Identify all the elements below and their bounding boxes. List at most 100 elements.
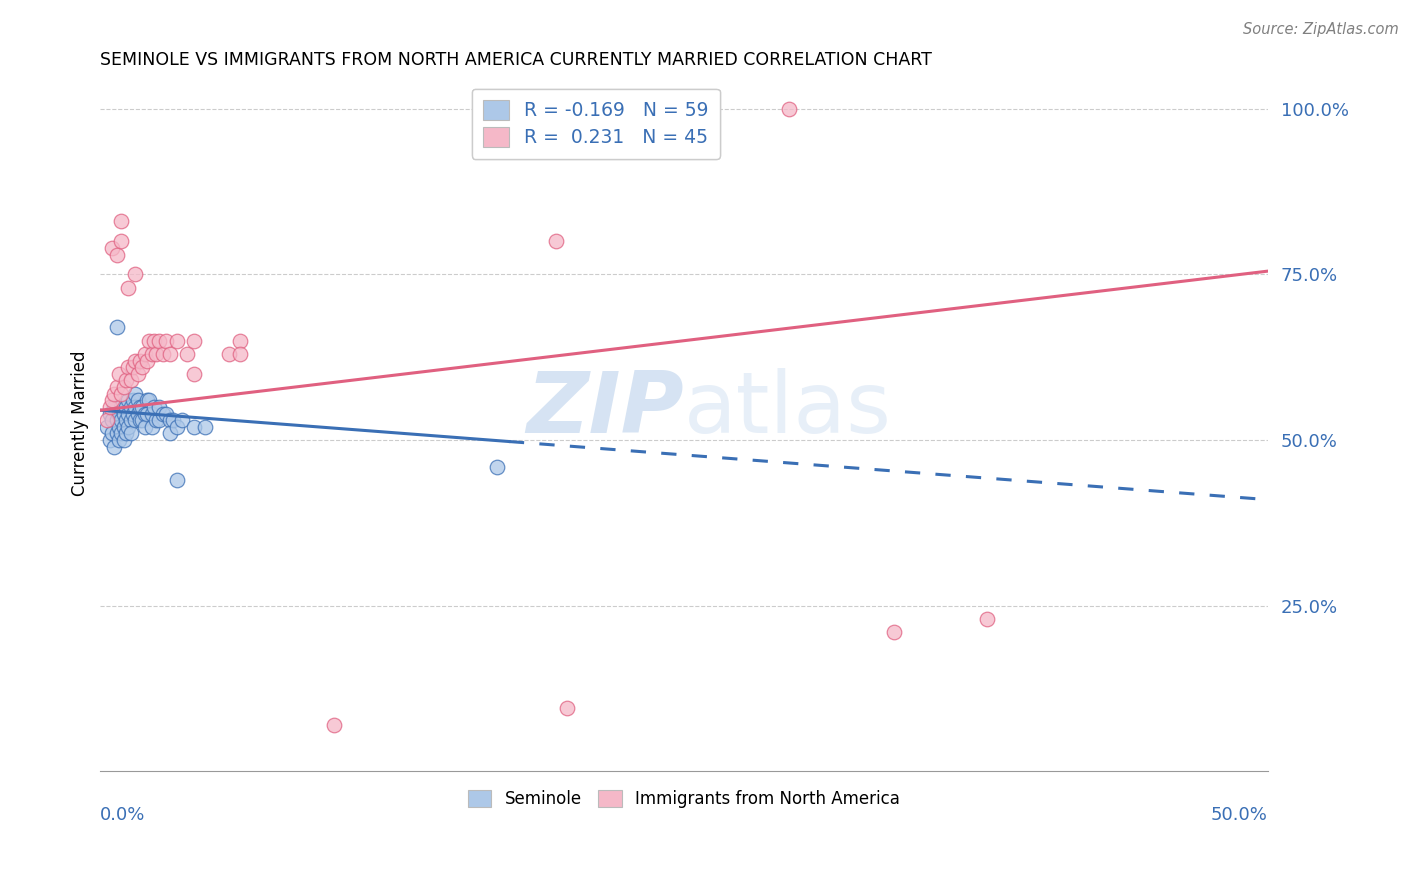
Point [136,407,159,421]
Point [143,334,166,348]
Point [105,380,128,394]
Point [134,419,156,434]
Point [124,268,146,282]
Legend: Seminole, Immigrants from North America: Seminole, Immigrants from North America [461,783,907,815]
Point [122,393,145,408]
Point [101,413,124,427]
Point [155,334,177,348]
Point [115,400,138,414]
Point [101,426,124,441]
Point [229,347,252,361]
Point [129,353,152,368]
Point [103,386,125,401]
Point [166,473,188,487]
Point [976,612,998,626]
Point [112,407,135,421]
Point [555,701,578,715]
Point [110,386,132,401]
Point [131,360,153,375]
Y-axis label: Currently Married: Currently Married [72,351,89,496]
Text: atlas: atlas [683,368,891,451]
Point [141,419,163,434]
Point [486,459,509,474]
Point [131,400,153,414]
Point [129,400,152,414]
Point [183,419,205,434]
Point [138,334,160,348]
Point [103,440,125,454]
Point [108,433,131,447]
Point [127,393,149,408]
Point [155,407,177,421]
Point [166,334,188,348]
Point [152,407,174,421]
Point [112,419,135,434]
Point [124,353,146,368]
Point [105,320,128,334]
Point [105,413,128,427]
Point [117,360,139,375]
Point [166,419,188,434]
Point [105,426,128,441]
Point [883,625,905,640]
Point [98,407,121,421]
Point [148,413,170,427]
Point [110,235,132,249]
Text: 0.0%: 0.0% [100,805,146,824]
Point [115,413,138,427]
Point [117,281,139,295]
Point [129,413,152,427]
Point [127,367,149,381]
Point [115,426,138,441]
Point [117,393,139,408]
Point [218,347,240,361]
Point [544,235,567,249]
Point [134,347,156,361]
Point [159,413,181,427]
Point [141,407,163,421]
Point [117,419,139,434]
Point [136,353,159,368]
Point [122,407,145,421]
Point [115,373,138,387]
Point [101,393,124,408]
Point [122,360,145,375]
Point [148,400,170,414]
Point [112,380,135,394]
Point [117,407,139,421]
Point [101,241,124,255]
Point [145,413,167,427]
Point [148,334,170,348]
Point [124,400,146,414]
Point [143,400,166,414]
Point [96,419,118,434]
Point [108,367,131,381]
Point [103,400,125,414]
Point [145,347,167,361]
Point [176,347,198,361]
Point [110,214,132,228]
Point [322,718,344,732]
Point [110,426,132,441]
Point [108,407,131,421]
Point [108,419,131,434]
Point [134,407,156,421]
Point [141,347,163,361]
Point [152,347,174,361]
Point [120,400,142,414]
Point [120,373,142,387]
Point [778,102,800,116]
Point [124,413,146,427]
Point [170,413,193,427]
Text: Source: ZipAtlas.com: Source: ZipAtlas.com [1243,22,1399,37]
Point [138,393,160,408]
Point [112,433,135,447]
Text: 50.0%: 50.0% [1211,805,1268,824]
Point [96,413,118,427]
Point [110,413,132,427]
Point [120,413,142,427]
Text: SEMINOLE VS IMMIGRANTS FROM NORTH AMERICA CURRENTLY MARRIED CORRELATION CHART: SEMINOLE VS IMMIGRANTS FROM NORTH AMERIC… [100,51,932,69]
Point [136,393,159,408]
Point [162,413,184,427]
Point [105,247,128,261]
